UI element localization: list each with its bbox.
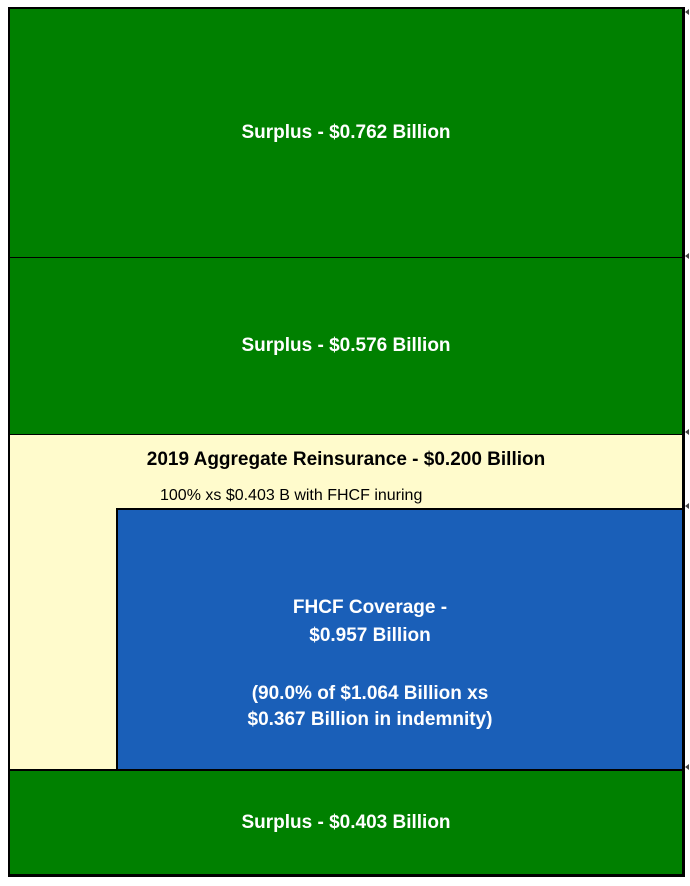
surplus-layer-middle: Surplus - $0.576 Billion — [10, 257, 682, 434]
level-marker-icon — [685, 429, 689, 435]
fhcf-amount: $0.957 Billion — [309, 625, 431, 646]
level-marker-icon — [685, 253, 689, 259]
surplus-layer-top: Surplus - $0.762 Billion — [10, 9, 682, 257]
surplus-middle-label: Surplus - $0.576 Billion — [241, 335, 451, 356]
level-marker-icon — [685, 503, 689, 509]
level-marker-icon — [685, 764, 689, 770]
reinsurance-tower-diagram: Surplus - $0.762 Billion Surplus - $0.57… — [8, 7, 685, 877]
fhcf-detail-line1: (90.0% of $1.064 Billion xs — [251, 683, 489, 704]
fhcf-title: FHCF Coverage - — [292, 597, 448, 618]
fhcf-detail-line2: $0.367 Billion in indemnity) — [247, 709, 493, 730]
surplus-layer-bottom: Surplus - $0.403 Billion — [10, 769, 682, 874]
surplus-top-label: Surplus - $0.762 Billion — [241, 122, 451, 143]
aggregate-reinsurance-subtitle: 100% xs $0.403 B with FHCF inuring — [160, 487, 423, 504]
fhcf-coverage-layer: FHCF Coverage - $0.957 Billion (90.0% of… — [116, 508, 682, 769]
aggregate-reinsurance-title: 2019 Aggregate Reinsurance - $0.200 Bill… — [146, 449, 546, 470]
aggregate-reinsurance-layer: 2019 Aggregate Reinsurance - $0.200 Bill… — [10, 434, 682, 769]
surplus-bottom-label: Surplus - $0.403 Billion — [241, 811, 451, 833]
level-marker-icon — [685, 9, 689, 15]
